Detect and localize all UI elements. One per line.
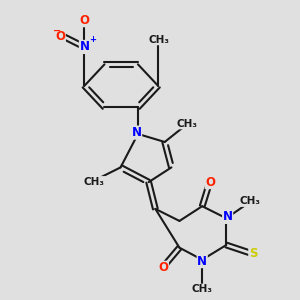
Text: +: + <box>89 35 96 44</box>
Text: O: O <box>158 261 168 274</box>
Text: N: N <box>223 210 232 224</box>
Text: N: N <box>80 40 89 53</box>
Text: N: N <box>197 255 207 268</box>
Text: CH₃: CH₃ <box>192 284 213 294</box>
Text: N: N <box>132 126 142 139</box>
Text: CH₃: CH₃ <box>240 196 261 206</box>
Text: S: S <box>249 247 257 260</box>
Text: CH₃: CH₃ <box>149 35 170 45</box>
Text: CH₃: CH₃ <box>176 119 197 129</box>
Text: CH₃: CH₃ <box>84 177 105 187</box>
Text: −: − <box>53 26 61 36</box>
Text: O: O <box>80 14 89 27</box>
Text: O: O <box>55 30 65 43</box>
Text: O: O <box>205 176 215 189</box>
